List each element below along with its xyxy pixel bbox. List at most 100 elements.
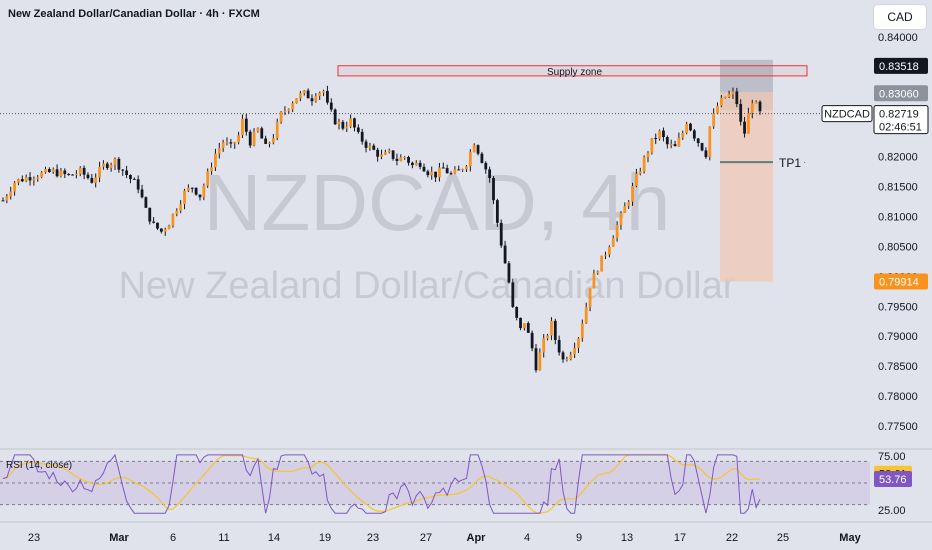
time-axis[interactable]: 23 Mar 6 11 14 19 23 27 Apr 4 9 13 17 22 25 May — [28, 532, 862, 544]
candle-body[interactable] — [51, 169, 55, 173]
candle-body[interactable] — [399, 157, 403, 161]
candle-body[interactable] — [754, 101, 758, 104]
candle-body[interactable] — [28, 177, 32, 181]
candle-body[interactable] — [499, 222, 503, 246]
candle-body[interactable] — [445, 168, 449, 174]
candle-body[interactable] — [225, 142, 229, 144]
candle-body[interactable] — [9, 191, 13, 197]
candle-body[interactable] — [677, 137, 681, 147]
candle-body[interactable] — [98, 166, 101, 178]
candle-body[interactable] — [136, 179, 140, 190]
candle-body[interactable] — [719, 97, 723, 106]
candle-body[interactable] — [20, 179, 24, 182]
candle-body[interactable] — [407, 157, 410, 163]
candle-body[interactable] — [403, 157, 407, 159]
candle-body[interactable] — [700, 143, 704, 151]
candle-body[interactable] — [129, 175, 132, 179]
candle-body[interactable] — [59, 170, 63, 177]
candle-body[interactable] — [55, 169, 59, 177]
candle-body[interactable] — [665, 137, 669, 145]
candle-body[interactable] — [32, 178, 36, 181]
candle-body[interactable] — [302, 90, 306, 94]
candle-body[interactable] — [631, 185, 634, 202]
candle-body[interactable] — [387, 150, 391, 153]
candle-body[interactable] — [337, 121, 341, 125]
candle-body[interactable] — [241, 118, 244, 136]
candle-body[interactable] — [623, 206, 627, 213]
candle-body[interactable] — [78, 167, 82, 174]
candle-body[interactable] — [484, 162, 488, 170]
candle-body[interactable] — [542, 338, 546, 353]
candle-body[interactable] — [731, 91, 735, 95]
candle-body[interactable] — [113, 158, 117, 165]
candle-body[interactable] — [306, 90, 310, 99]
candle-body[interactable] — [233, 142, 237, 144]
candle-body[interactable] — [410, 162, 414, 166]
candle-body[interactable] — [453, 169, 457, 174]
candle-body[interactable] — [194, 187, 198, 195]
candle-body[interactable] — [159, 228, 163, 232]
candle-body[interactable] — [214, 153, 217, 168]
candle-body[interactable] — [426, 171, 430, 176]
candle-body[interactable] — [90, 178, 94, 183]
candle-body[interactable] — [360, 131, 364, 142]
candle-body[interactable] — [156, 222, 159, 229]
candle-body[interactable] — [758, 101, 762, 112]
candle-body[interactable] — [418, 162, 422, 167]
candle-body[interactable] — [588, 288, 592, 308]
candle-body[interactable] — [635, 173, 638, 186]
candle-body[interactable] — [615, 224, 619, 238]
candle-body[interactable] — [298, 93, 302, 99]
candle-body[interactable] — [345, 126, 349, 129]
candle-body[interactable] — [654, 137, 658, 139]
candle-body[interactable] — [584, 307, 588, 324]
candle-body[interactable] — [515, 306, 519, 318]
candle-body[interactable] — [561, 352, 565, 360]
candle-body[interactable] — [372, 145, 376, 150]
candle-body[interactable] — [712, 113, 716, 127]
candle-body[interactable] — [534, 348, 538, 371]
candle-body[interactable] — [105, 163, 109, 169]
candle-body[interactable] — [349, 118, 353, 127]
candle-body[interactable] — [546, 335, 549, 339]
candle-body[interactable] — [650, 137, 654, 153]
candle-body[interactable] — [457, 169, 461, 171]
candle-body[interactable] — [638, 171, 642, 174]
candle-body[interactable] — [47, 169, 51, 173]
candle-body[interactable] — [279, 112, 283, 122]
candle-body[interactable] — [283, 111, 287, 113]
candle-body[interactable] — [86, 174, 90, 179]
candle-body[interactable] — [495, 200, 499, 223]
candle-body[interactable] — [461, 169, 465, 171]
candle-body[interactable] — [329, 102, 333, 110]
candle-body[interactable] — [314, 96, 318, 102]
candle-body[interactable] — [476, 145, 480, 154]
candle-body[interactable] — [310, 98, 314, 102]
candle-body[interactable] — [217, 148, 221, 154]
candle-body[interactable] — [627, 201, 631, 207]
candle-body[interactable] — [604, 254, 607, 256]
candle-body[interactable] — [183, 190, 186, 205]
candle-body[interactable] — [642, 157, 646, 172]
candle-body[interactable] — [368, 145, 372, 148]
candle-body[interactable] — [364, 141, 368, 148]
candle-body[interactable] — [121, 169, 125, 171]
candle-body[interactable] — [596, 271, 600, 274]
candle-body[interactable] — [692, 130, 696, 139]
candle-body[interactable] — [63, 170, 67, 174]
candle-body[interactable] — [391, 150, 395, 159]
candle-body[interactable] — [44, 169, 47, 173]
candle-body[interactable] — [743, 121, 746, 134]
target-zone[interactable] — [720, 92, 773, 282]
candle-body[interactable] — [553, 320, 557, 340]
candle-body[interactable] — [523, 323, 526, 329]
candle-body[interactable] — [395, 158, 399, 161]
candle-body[interactable] — [646, 152, 650, 158]
candle-body[interactable] — [569, 354, 573, 360]
candle-body[interactable] — [132, 178, 136, 180]
candle-body[interactable] — [326, 90, 329, 103]
candle-body[interactable] — [438, 167, 441, 178]
candle-body[interactable] — [550, 320, 553, 336]
candle-body[interactable] — [17, 179, 20, 183]
candle-body[interactable] — [264, 138, 268, 144]
